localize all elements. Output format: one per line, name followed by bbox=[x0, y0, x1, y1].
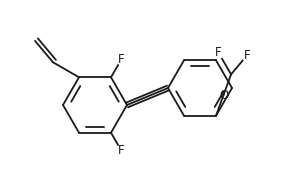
Text: F: F bbox=[244, 49, 250, 62]
Text: F: F bbox=[215, 46, 222, 59]
Text: F: F bbox=[118, 144, 125, 157]
Text: O: O bbox=[219, 89, 228, 102]
Text: F: F bbox=[118, 53, 125, 66]
